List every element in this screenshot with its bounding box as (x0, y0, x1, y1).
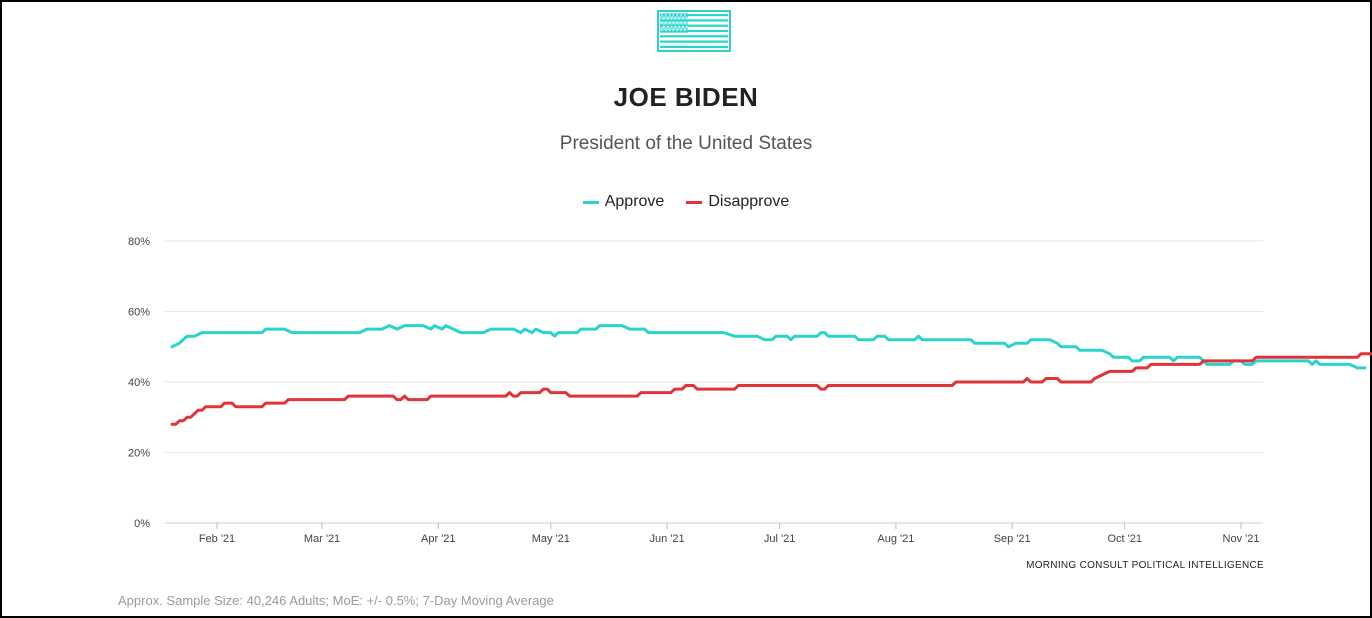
series-line-disapprove (170, 352, 1372, 426)
legend-label-disapprove: Disapprove (708, 193, 790, 210)
us-flag-icon (657, 10, 731, 52)
x-tick-label: Jul '21 (764, 533, 795, 545)
x-tick-label: May '21 (532, 533, 570, 545)
chart-legend: Approve Disapprove (0, 193, 1372, 211)
legend-swatch-approve (582, 200, 599, 204)
legend-item-approve[interactable]: Approve (582, 193, 665, 211)
x-tick-label: Aug '21 (877, 533, 914, 545)
x-tick-label: Sep '21 (994, 533, 1031, 545)
x-tick-label: Apr '21 (421, 533, 456, 545)
y-tick-label: 80% (128, 236, 150, 248)
source-credit: MORNING CONSULT POLITICAL INTELLIGENCE (1026, 560, 1264, 571)
legend-item-disapprove[interactable]: Disapprove (686, 193, 789, 211)
y-tick-label: 0% (134, 518, 150, 530)
y-tick-label: 40% (128, 377, 150, 389)
y-tick-label: 20% (128, 448, 150, 460)
series-line-approve (170, 324, 1367, 370)
legend-label-approve: Approve (604, 193, 665, 210)
legend-swatch-disapprove (686, 200, 703, 204)
sample-size-note: Approx. Sample Size: 40,246 Adults; MoE:… (118, 593, 554, 608)
x-tick-label: Jun '21 (650, 533, 685, 545)
page-subtitle: President of the United States (559, 133, 813, 154)
x-tick-label: Feb '21 (199, 533, 235, 545)
y-tick-label: 60% (128, 307, 150, 319)
x-tick-label: Nov '21 (1223, 533, 1260, 545)
x-tick-label: Oct '21 (1107, 533, 1142, 545)
page-title: JOE BIDEN (613, 82, 759, 112)
x-tick-label: Mar '21 (304, 533, 340, 545)
